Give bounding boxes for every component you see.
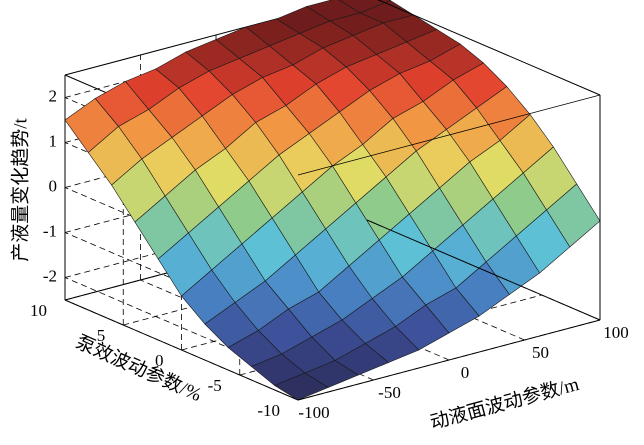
box-edge	[64, 299, 299, 401]
z-axis-label: 产液量变化趋势/t	[9, 118, 31, 262]
box-edge	[377, 0, 601, 96]
z-tick-label: 2	[49, 86, 58, 105]
z-tick-label: 1	[49, 131, 58, 150]
x-tick-label: 0	[461, 363, 470, 382]
y-tick-label: -10	[257, 401, 280, 420]
z-tick-label: -1	[43, 221, 57, 240]
z-tick-label: 0	[49, 176, 58, 195]
surface-patch	[274, 372, 329, 401]
y-axis-label: 泵效波动参数/%	[72, 331, 205, 406]
x-axis-label: 动液面波动参数/m	[428, 373, 582, 434]
z-tick-label: -2	[43, 266, 57, 285]
y-tick-label: 0	[155, 351, 164, 370]
y-tick-label: -5	[208, 376, 222, 395]
box-edge	[366, 219, 601, 321]
x-tick-label: 50	[532, 343, 549, 362]
x-tick-label: 100	[603, 323, 629, 342]
box-edge	[297, 94, 601, 176]
y-tick-label: 10	[30, 301, 47, 320]
box-edge	[297, 319, 601, 401]
x-tick-label: -50	[378, 383, 401, 402]
x-tick-label: -100	[298, 403, 329, 422]
y-tick-label: 5	[97, 326, 106, 345]
